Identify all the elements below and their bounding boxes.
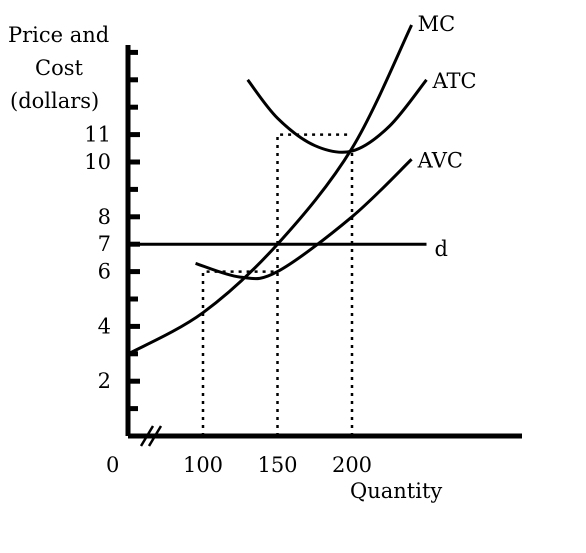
y-tick-label-4: 4 — [98, 314, 111, 338]
guide-line-1 — [201, 270, 278, 436]
axis-break-icon — [139, 425, 163, 447]
y-tick-label-8: 8 — [98, 205, 111, 229]
mc-curve — [127, 24, 413, 356]
atc-curve — [246, 78, 428, 154]
avc-curve — [195, 158, 413, 281]
y-axis-title-line-3: (dollars) — [10, 89, 99, 113]
y-tick-label-2: 2 — [98, 369, 111, 393]
y-axis-title: Price and Cost (dollars) — [8, 23, 109, 113]
origin-label: 0 — [106, 453, 119, 477]
x-tick-label-100: 100 — [183, 453, 223, 477]
series-group — [127, 24, 428, 356]
avc-label: AVC — [417, 148, 463, 172]
y-tick-label-11: 11 — [84, 123, 111, 147]
x-tick-label-150: 150 — [257, 453, 297, 477]
y-axis-title-line-1: Price and — [8, 23, 109, 47]
x-axis-title: Quantity — [350, 479, 442, 503]
atc-label: ATC — [432, 69, 477, 93]
x-tick-label-200: 200 — [332, 453, 372, 477]
y-tick-label-10: 10 — [84, 150, 111, 174]
guide-line-2 — [276, 133, 352, 436]
mc-label: MC — [418, 12, 456, 36]
x-ticks: 100 150 200 — [183, 453, 372, 477]
d-label: d — [435, 237, 448, 261]
y-ticks: 2 4 6 7 8 10 11 — [84, 49, 140, 412]
y-tick-label-6: 6 — [98, 260, 111, 284]
series-labels: MC ATC AVC d — [417, 12, 477, 261]
y-axis-title-line-2: Cost — [35, 56, 83, 80]
y-tick-label-7: 7 — [98, 232, 111, 256]
